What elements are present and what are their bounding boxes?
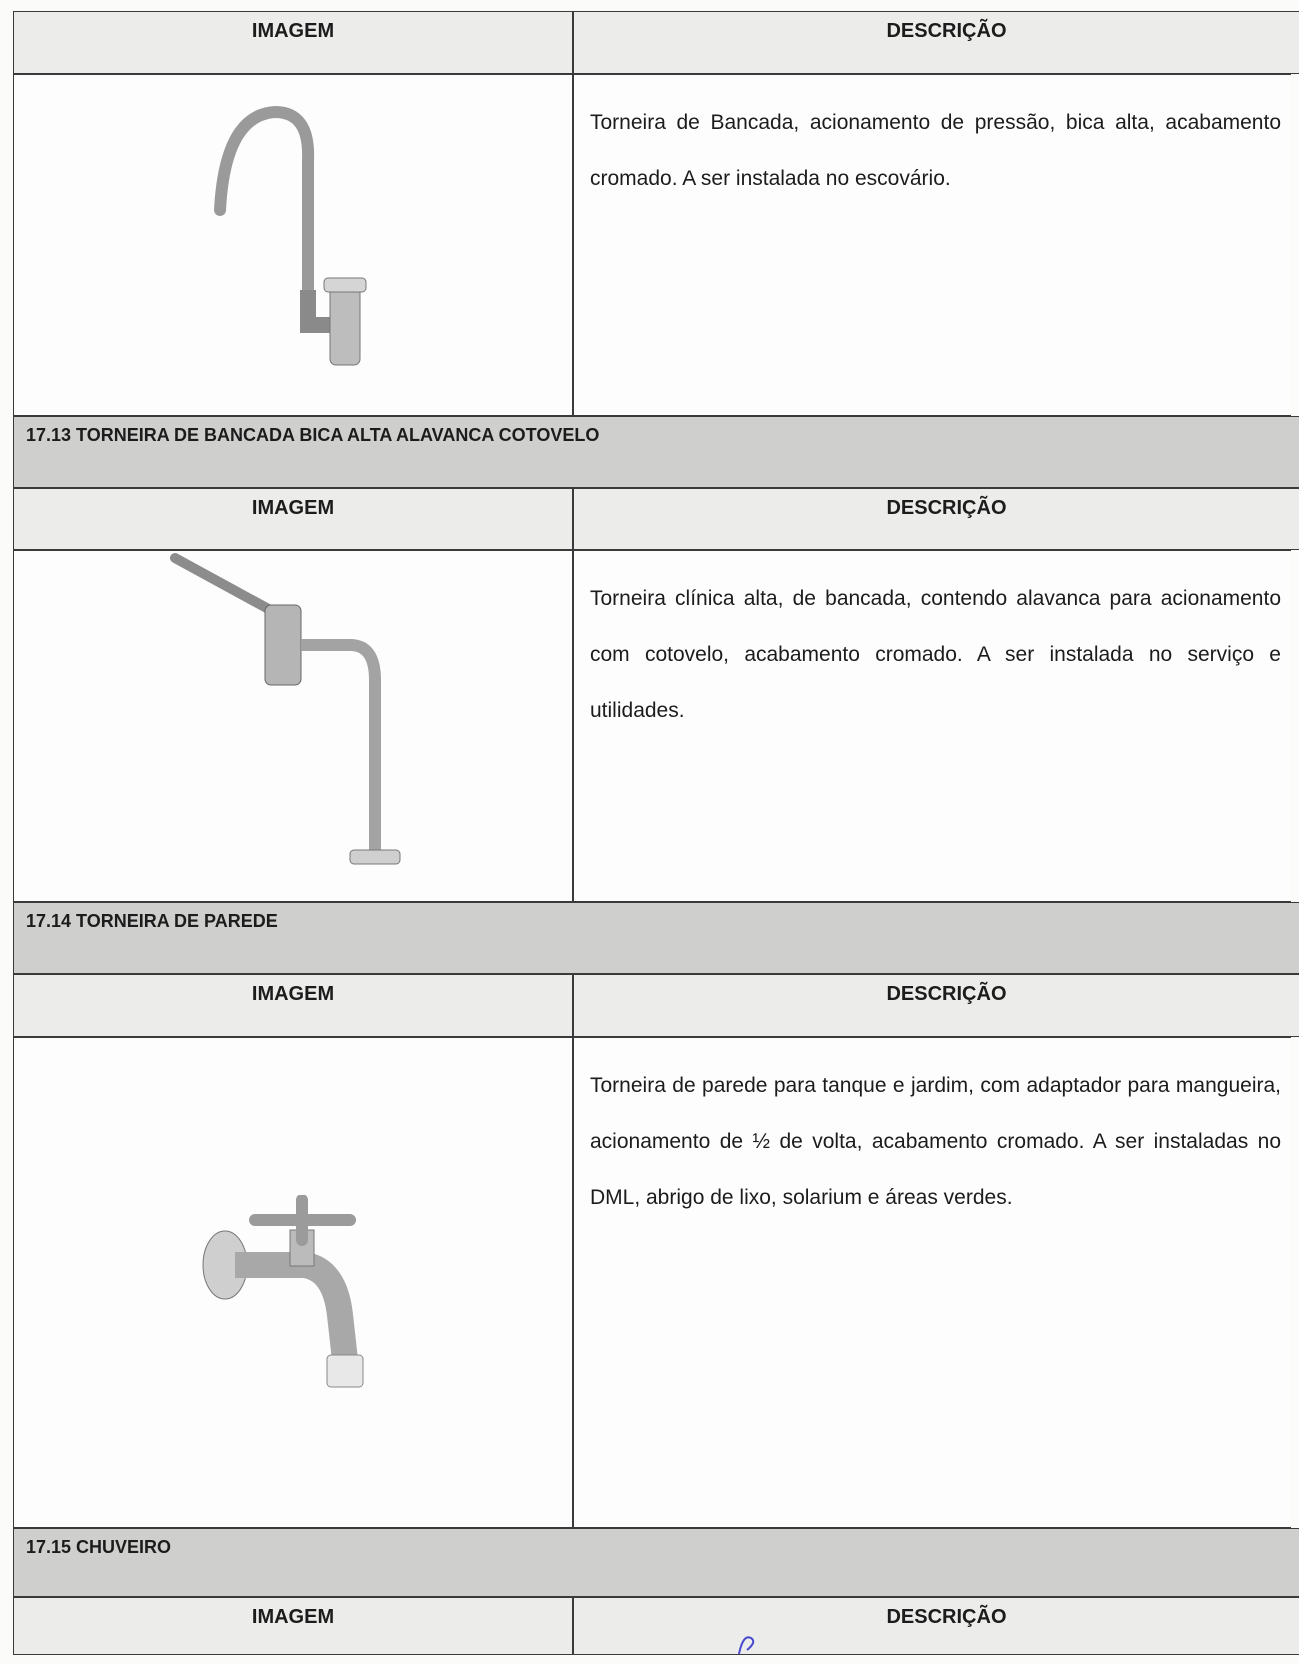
handwritten-mark — [738, 1636, 755, 1655]
column-header: DESCRIÇÃO — [573, 1597, 1299, 1655]
image-cell — [13, 1037, 573, 1528]
column-header: DESCRIÇÃO — [573, 488, 1299, 550]
column-header: IMAGEM — [13, 1597, 573, 1655]
section-title: 17.15 CHUVEIRO — [13, 1528, 1299, 1597]
faucet-elbow-lever-image — [170, 553, 401, 865]
column-header: IMAGEM — [13, 488, 573, 550]
column-header: IMAGEM — [13, 11, 573, 74]
description: Torneira de Bancada, acionamento de pres… — [573, 74, 1291, 416]
section-title: 17.13 TORNEIRA DE BANCADA BICA ALTA ALAV… — [13, 416, 1299, 488]
column-header: DESCRIÇÃO — [573, 11, 1299, 74]
column-header: DESCRIÇÃO — [573, 974, 1299, 1037]
faucet-wall-image — [202, 1195, 364, 1388]
image-cell — [13, 74, 573, 416]
column-header: IMAGEM — [13, 974, 573, 1037]
section-title: 17.14 TORNEIRA DE PAREDE — [13, 902, 1299, 974]
description: Torneira clínica alta, de bancada, conte… — [573, 550, 1291, 902]
faucet-high-spout-image — [214, 105, 367, 366]
description: Torneira de parede para tanque e jardim,… — [573, 1037, 1291, 1528]
